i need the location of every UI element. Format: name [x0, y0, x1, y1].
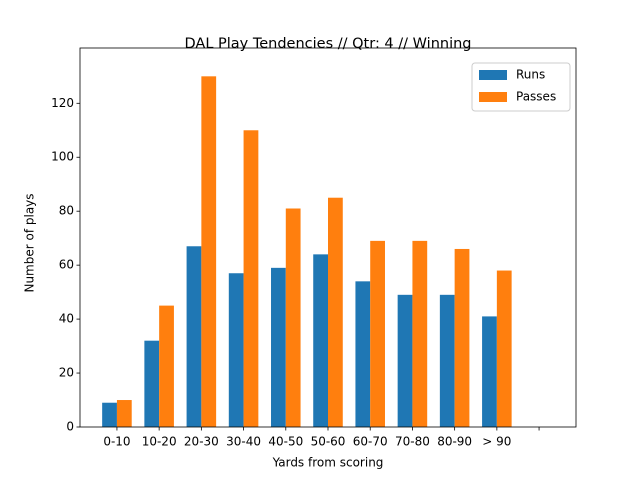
bar — [496, 270, 512, 427]
x-tick-label: 30-40 — [226, 435, 261, 449]
x-tick-label: > 90 — [482, 435, 511, 449]
legend-label: Runs — [516, 68, 545, 82]
y-tick-label: 80 — [59, 204, 74, 218]
bar — [243, 130, 259, 427]
legend-label: Passes — [516, 90, 556, 104]
y-tick-label: 60 — [59, 258, 74, 272]
x-tick-label: 10-20 — [142, 435, 177, 449]
bar — [144, 340, 160, 427]
bar — [271, 267, 286, 427]
x-axis-label: Yards from scoring — [272, 456, 384, 470]
bar — [482, 316, 497, 427]
legend-swatch — [479, 70, 507, 80]
bar — [313, 254, 328, 427]
y-tick-label: 40 — [59, 312, 74, 326]
bar — [285, 208, 301, 427]
y-tick-label: 0 — [66, 420, 74, 434]
bar — [370, 240, 385, 427]
y-tick-label: 100 — [51, 150, 74, 164]
x-tick-label: 70-80 — [395, 435, 430, 449]
bar — [412, 240, 428, 427]
y-tick-label: 20 — [59, 366, 74, 380]
x-tick-label: 0-10 — [103, 435, 130, 449]
chart-title: DAL Play Tendencies // Qtr: 4 // Winning — [184, 36, 471, 52]
bar — [186, 246, 202, 427]
bar — [102, 402, 117, 427]
bar — [439, 294, 455, 427]
bar — [328, 197, 343, 427]
legend-swatch — [479, 92, 507, 102]
bar — [454, 248, 470, 427]
x-tick-label: 40-50 — [268, 435, 303, 449]
x-tick-label: 80-90 — [437, 435, 472, 449]
x-tick-label: 60-70 — [353, 435, 388, 449]
bar — [228, 273, 244, 427]
bar — [355, 281, 371, 427]
bar — [116, 400, 132, 427]
y-tick-label: 120 — [51, 96, 74, 110]
bar — [397, 294, 413, 427]
bar — [201, 76, 217, 427]
bar — [159, 305, 174, 427]
y-axis-label: Number of plays — [23, 193, 37, 292]
x-tick-label: 50-60 — [311, 435, 346, 449]
x-tick-label: 20-30 — [184, 435, 219, 449]
